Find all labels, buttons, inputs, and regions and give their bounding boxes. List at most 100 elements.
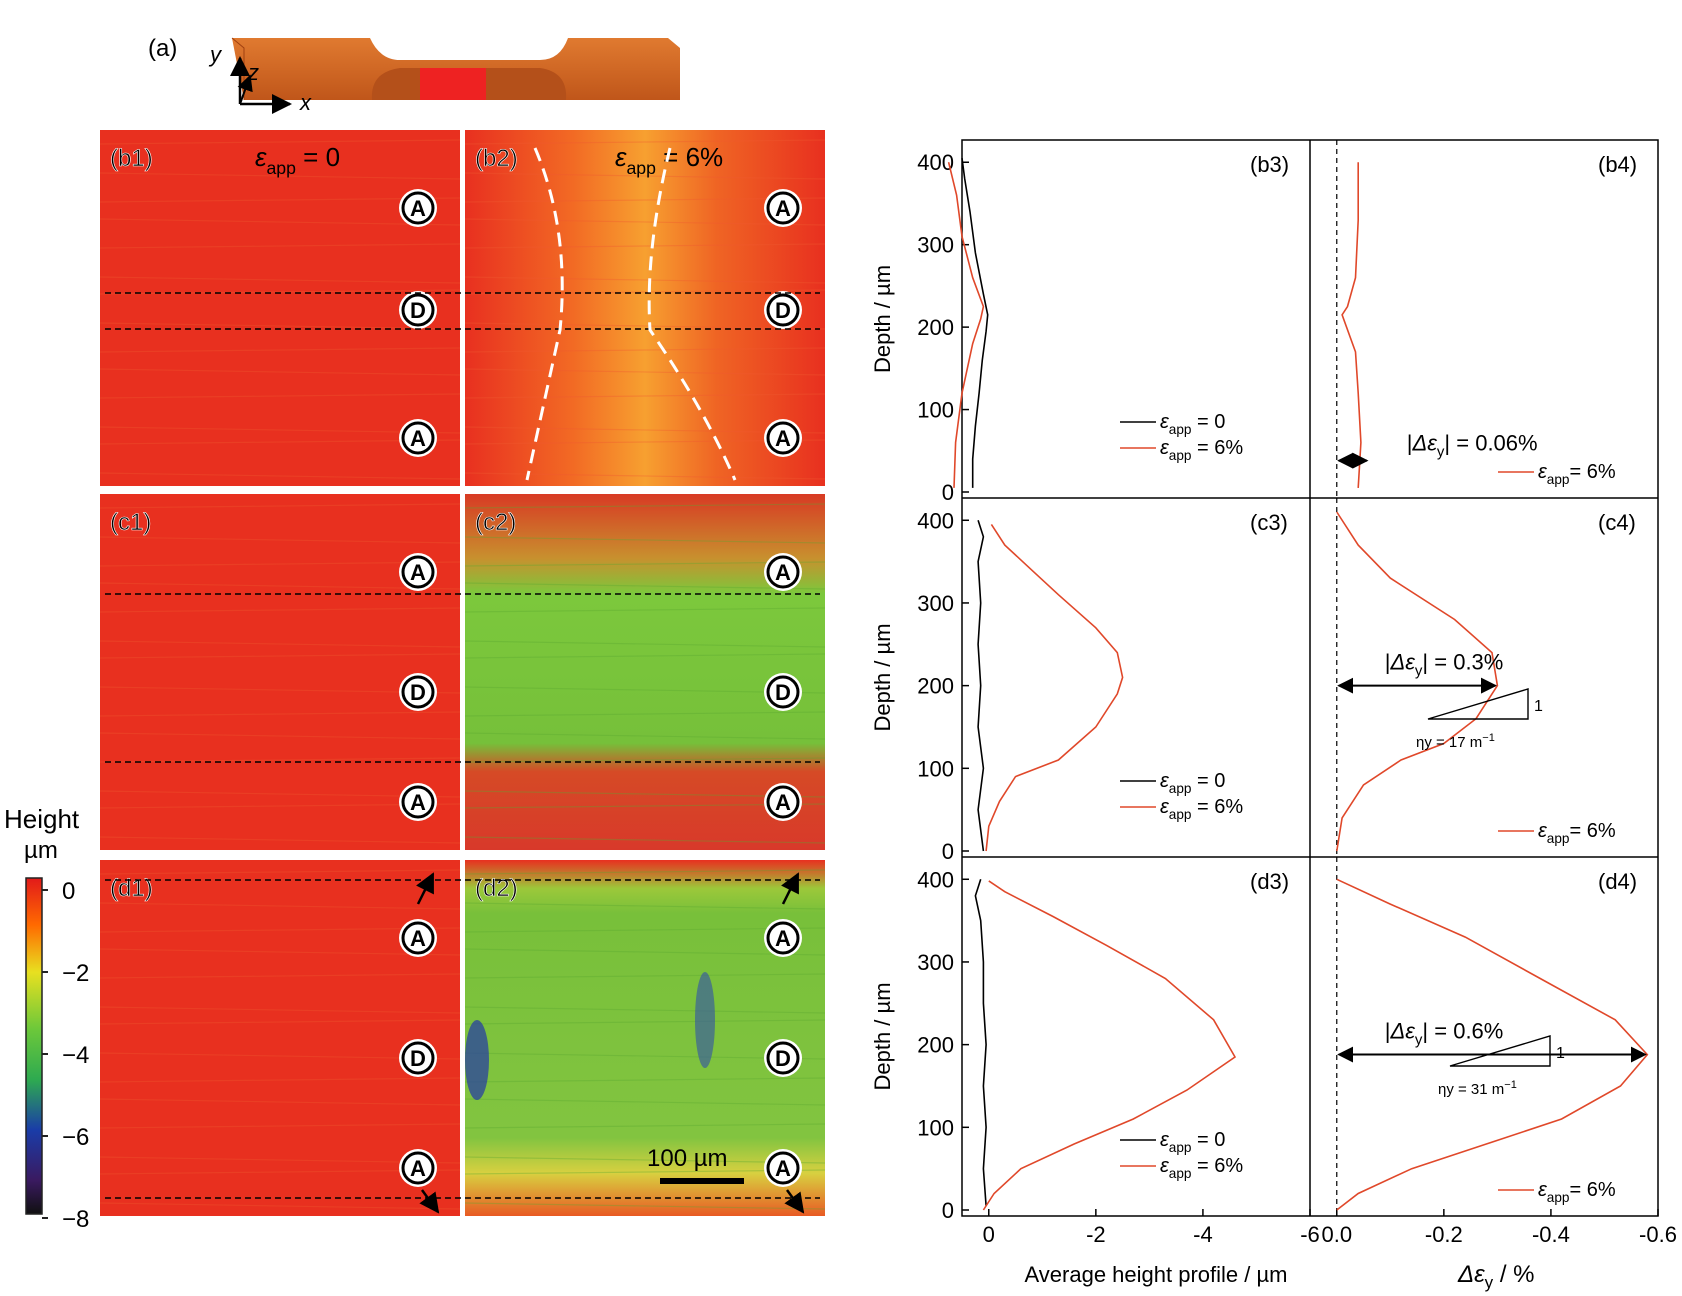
- marker-letter: A: [410, 426, 426, 451]
- marker-circle: [766, 785, 800, 819]
- map-streak: [99, 1019, 461, 1025]
- y-tick-label: 200: [917, 315, 954, 340]
- panel-label: (b4): [1598, 152, 1637, 177]
- map-streak: [99, 836, 461, 844]
- marker-circle: [401, 421, 435, 455]
- marker-D: D: [764, 673, 802, 711]
- legend-entry: εapp = 0: [1160, 1129, 1225, 1155]
- x-tick-label: -2: [1086, 1222, 1106, 1247]
- marker-letter: A: [410, 560, 426, 585]
- neck-boundary-left: [525, 147, 564, 481]
- map-background: [465, 860, 825, 1216]
- x-tick-label: 0.0: [1321, 1222, 1352, 1247]
- map-label: (b2): [475, 145, 518, 172]
- map-streak: [464, 836, 826, 844]
- colorbar-tick-label: 0: [62, 878, 75, 905]
- y-tick-label: 400: [917, 508, 954, 533]
- map-streak: [464, 1077, 826, 1083]
- slope-triangle: [1427, 688, 1529, 720]
- axis-y: y: [208, 42, 223, 67]
- y-tick-label: 0: [942, 480, 954, 505]
- map-streak: [464, 1098, 826, 1106]
- map-streak: [99, 197, 461, 203]
- map-streak: [464, 927, 826, 933]
- marker-circle: [766, 293, 800, 327]
- marker-letter: A: [410, 926, 426, 951]
- map-label: (d2): [475, 875, 518, 902]
- map-streak: [99, 561, 461, 567]
- direction-arrow: [784, 1189, 805, 1214]
- x-tick-label: -0.4: [1532, 1222, 1570, 1247]
- marker-A: A: [399, 553, 437, 591]
- map-streak: [464, 347, 826, 353]
- map-label: (d1): [110, 875, 153, 902]
- chart-b3: 0 100 200 300 400 Depth / µm (b3) εapp = 0εapp …: [870, 150, 1289, 505]
- x-tick-label: 0: [983, 1222, 995, 1247]
- map-streak: [99, 1123, 461, 1129]
- map-streak: [464, 1123, 826, 1129]
- map-streak: [99, 973, 461, 979]
- map-streak: [464, 472, 826, 480]
- chart-d3: 0 100 200 300 400 Depth / µm 0 -2 -4 -6 Average he…: [870, 867, 1320, 1287]
- marker-circle: [766, 555, 800, 589]
- marker-circle: [401, 921, 435, 955]
- marker-D: D: [399, 673, 437, 711]
- specimen-diagram: (a) y z x: [148, 35, 680, 115]
- marker-D: D: [764, 291, 802, 329]
- y-axis-label: Depth / µm: [870, 982, 895, 1090]
- marker-circle: [766, 421, 800, 455]
- map-streak: [99, 732, 461, 740]
- map-streak: [99, 1006, 461, 1014]
- series-line: [977, 520, 985, 852]
- panel-label: (d3): [1250, 869, 1289, 894]
- colorbar-unit: µm: [24, 837, 58, 864]
- legend-entry: εapp = 6%: [1160, 796, 1243, 822]
- marker-letter: A: [775, 926, 791, 951]
- panel-label: (d4): [1598, 869, 1637, 894]
- marker-circle: [401, 293, 435, 327]
- chart-b4: (b4) εapp= 6%|Δεy| = 0.06%: [1336, 140, 1637, 498]
- marker-letter: D: [775, 680, 791, 705]
- y-tick-label: 0: [942, 839, 954, 864]
- map-streak: [464, 561, 826, 567]
- map-streak: [464, 1019, 826, 1025]
- panel-label: (c3): [1250, 510, 1288, 535]
- map-streak: [99, 640, 461, 648]
- map-streak: [464, 902, 826, 910]
- y-tick-label: 300: [917, 950, 954, 975]
- deep-region: [695, 972, 715, 1068]
- map-streak: [464, 276, 826, 284]
- y-tick-label: 0: [942, 1198, 954, 1223]
- marker-circle: [401, 785, 435, 819]
- map-streak: [464, 503, 826, 509]
- y-tick-label: 200: [917, 1033, 954, 1058]
- legend-entry: εapp = 0: [1160, 770, 1225, 796]
- series-line: [982, 880, 1237, 1211]
- map-streak: [99, 1077, 461, 1083]
- map-streak: [99, 368, 461, 376]
- y-tick-label: 400: [917, 867, 954, 892]
- marker-D: D: [764, 1039, 802, 1077]
- map-streak: [99, 276, 461, 284]
- marker-circle: [766, 921, 800, 955]
- panel-label-a: (a): [148, 35, 177, 62]
- map-streak: [99, 582, 461, 590]
- map-d2: (d2) A D A: [464, 860, 826, 1216]
- map-streak: [464, 1006, 826, 1014]
- map-background: [100, 494, 460, 850]
- marker-A: A: [764, 919, 802, 957]
- series-line: [974, 879, 987, 1206]
- legend-entry: εapp= 6%: [1538, 820, 1616, 846]
- x-tick-label: -4: [1193, 1222, 1213, 1247]
- marker-A: A: [399, 419, 437, 457]
- y-axis-label: Depth / µm: [870, 623, 895, 731]
- map-label: (c1): [110, 509, 151, 536]
- delta-label: |Δεy| = 0.3%: [1385, 650, 1504, 680]
- y-tick-label: 300: [917, 233, 954, 258]
- x-tick-label: -0.6: [1639, 1222, 1677, 1247]
- map-label: (b1): [110, 145, 153, 172]
- map-streak: [464, 1202, 826, 1210]
- marker-circle: [401, 675, 435, 709]
- map-streak: [464, 197, 826, 203]
- marker-A: A: [764, 553, 802, 591]
